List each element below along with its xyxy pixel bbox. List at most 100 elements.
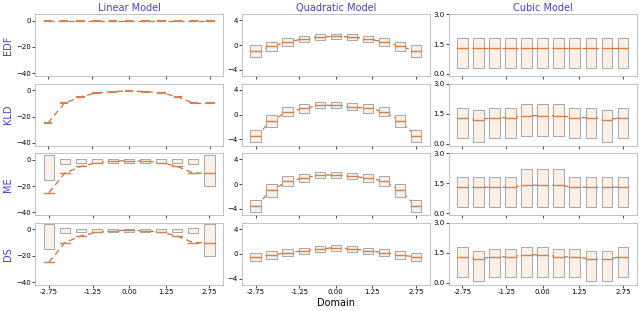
FancyBboxPatch shape <box>457 38 468 68</box>
FancyBboxPatch shape <box>108 229 118 232</box>
FancyBboxPatch shape <box>586 38 596 68</box>
FancyBboxPatch shape <box>411 200 421 212</box>
FancyBboxPatch shape <box>538 38 548 68</box>
FancyBboxPatch shape <box>506 249 516 277</box>
FancyBboxPatch shape <box>282 38 293 46</box>
FancyBboxPatch shape <box>457 108 468 137</box>
FancyBboxPatch shape <box>522 104 532 136</box>
FancyBboxPatch shape <box>124 229 134 232</box>
FancyBboxPatch shape <box>347 34 357 40</box>
FancyBboxPatch shape <box>538 169 548 207</box>
Y-axis label: EDF: EDF <box>3 35 13 55</box>
FancyBboxPatch shape <box>411 45 421 58</box>
FancyBboxPatch shape <box>379 38 389 46</box>
FancyBboxPatch shape <box>602 38 612 68</box>
FancyBboxPatch shape <box>314 246 325 252</box>
FancyBboxPatch shape <box>44 224 54 249</box>
FancyBboxPatch shape <box>347 104 357 110</box>
FancyBboxPatch shape <box>506 38 516 68</box>
FancyBboxPatch shape <box>44 155 54 180</box>
FancyBboxPatch shape <box>395 115 405 127</box>
FancyBboxPatch shape <box>266 184 277 197</box>
FancyBboxPatch shape <box>395 184 405 197</box>
FancyBboxPatch shape <box>140 159 150 163</box>
FancyBboxPatch shape <box>570 249 580 277</box>
FancyBboxPatch shape <box>395 42 405 51</box>
FancyBboxPatch shape <box>363 174 373 182</box>
FancyBboxPatch shape <box>602 251 612 281</box>
FancyBboxPatch shape <box>473 251 484 281</box>
Y-axis label: DS: DS <box>3 247 13 261</box>
FancyBboxPatch shape <box>379 107 389 117</box>
FancyBboxPatch shape <box>538 104 548 136</box>
FancyBboxPatch shape <box>250 130 261 142</box>
FancyBboxPatch shape <box>266 251 277 259</box>
FancyBboxPatch shape <box>602 110 612 142</box>
FancyBboxPatch shape <box>347 246 357 252</box>
FancyBboxPatch shape <box>331 244 341 251</box>
FancyBboxPatch shape <box>618 38 628 68</box>
FancyBboxPatch shape <box>473 38 484 68</box>
FancyBboxPatch shape <box>60 228 70 234</box>
Y-axis label: KLD: KLD <box>3 105 13 124</box>
FancyBboxPatch shape <box>489 38 500 68</box>
FancyBboxPatch shape <box>473 177 484 207</box>
X-axis label: Domain: Domain <box>317 298 355 308</box>
FancyBboxPatch shape <box>379 176 389 186</box>
FancyBboxPatch shape <box>363 36 373 42</box>
FancyBboxPatch shape <box>618 247 628 277</box>
FancyBboxPatch shape <box>554 249 564 277</box>
FancyBboxPatch shape <box>188 228 198 234</box>
FancyBboxPatch shape <box>489 177 500 207</box>
FancyBboxPatch shape <box>298 248 309 254</box>
FancyBboxPatch shape <box>76 159 86 163</box>
FancyBboxPatch shape <box>92 229 102 232</box>
FancyBboxPatch shape <box>363 248 373 254</box>
FancyBboxPatch shape <box>522 38 532 68</box>
FancyBboxPatch shape <box>570 108 580 137</box>
FancyBboxPatch shape <box>60 159 70 164</box>
FancyBboxPatch shape <box>266 115 277 127</box>
FancyBboxPatch shape <box>314 172 325 178</box>
FancyBboxPatch shape <box>347 173 357 179</box>
FancyBboxPatch shape <box>314 34 325 40</box>
FancyBboxPatch shape <box>522 169 532 207</box>
Title: Cubic Model: Cubic Model <box>513 3 573 13</box>
FancyBboxPatch shape <box>411 253 421 261</box>
FancyBboxPatch shape <box>282 176 293 186</box>
FancyBboxPatch shape <box>156 159 166 163</box>
Title: Linear Model: Linear Model <box>98 3 161 13</box>
FancyBboxPatch shape <box>331 172 341 178</box>
FancyBboxPatch shape <box>586 177 596 207</box>
FancyBboxPatch shape <box>586 108 596 137</box>
FancyBboxPatch shape <box>76 229 86 232</box>
FancyBboxPatch shape <box>489 249 500 277</box>
FancyBboxPatch shape <box>618 108 628 137</box>
FancyBboxPatch shape <box>140 229 150 232</box>
FancyBboxPatch shape <box>554 38 564 68</box>
FancyBboxPatch shape <box>602 177 612 207</box>
FancyBboxPatch shape <box>124 159 134 163</box>
FancyBboxPatch shape <box>282 107 293 117</box>
FancyBboxPatch shape <box>298 174 309 182</box>
FancyBboxPatch shape <box>298 104 309 113</box>
FancyBboxPatch shape <box>331 102 341 109</box>
FancyBboxPatch shape <box>506 108 516 137</box>
FancyBboxPatch shape <box>204 155 214 186</box>
FancyBboxPatch shape <box>250 253 261 261</box>
FancyBboxPatch shape <box>586 251 596 281</box>
FancyBboxPatch shape <box>570 177 580 207</box>
FancyBboxPatch shape <box>522 247 532 277</box>
FancyBboxPatch shape <box>331 34 341 39</box>
FancyBboxPatch shape <box>204 224 214 256</box>
FancyBboxPatch shape <box>554 169 564 207</box>
FancyBboxPatch shape <box>188 159 198 164</box>
FancyBboxPatch shape <box>618 177 628 207</box>
FancyBboxPatch shape <box>457 247 468 277</box>
FancyBboxPatch shape <box>379 249 389 256</box>
FancyBboxPatch shape <box>172 229 182 232</box>
FancyBboxPatch shape <box>250 200 261 212</box>
FancyBboxPatch shape <box>363 104 373 113</box>
FancyBboxPatch shape <box>172 159 182 163</box>
FancyBboxPatch shape <box>314 102 325 109</box>
